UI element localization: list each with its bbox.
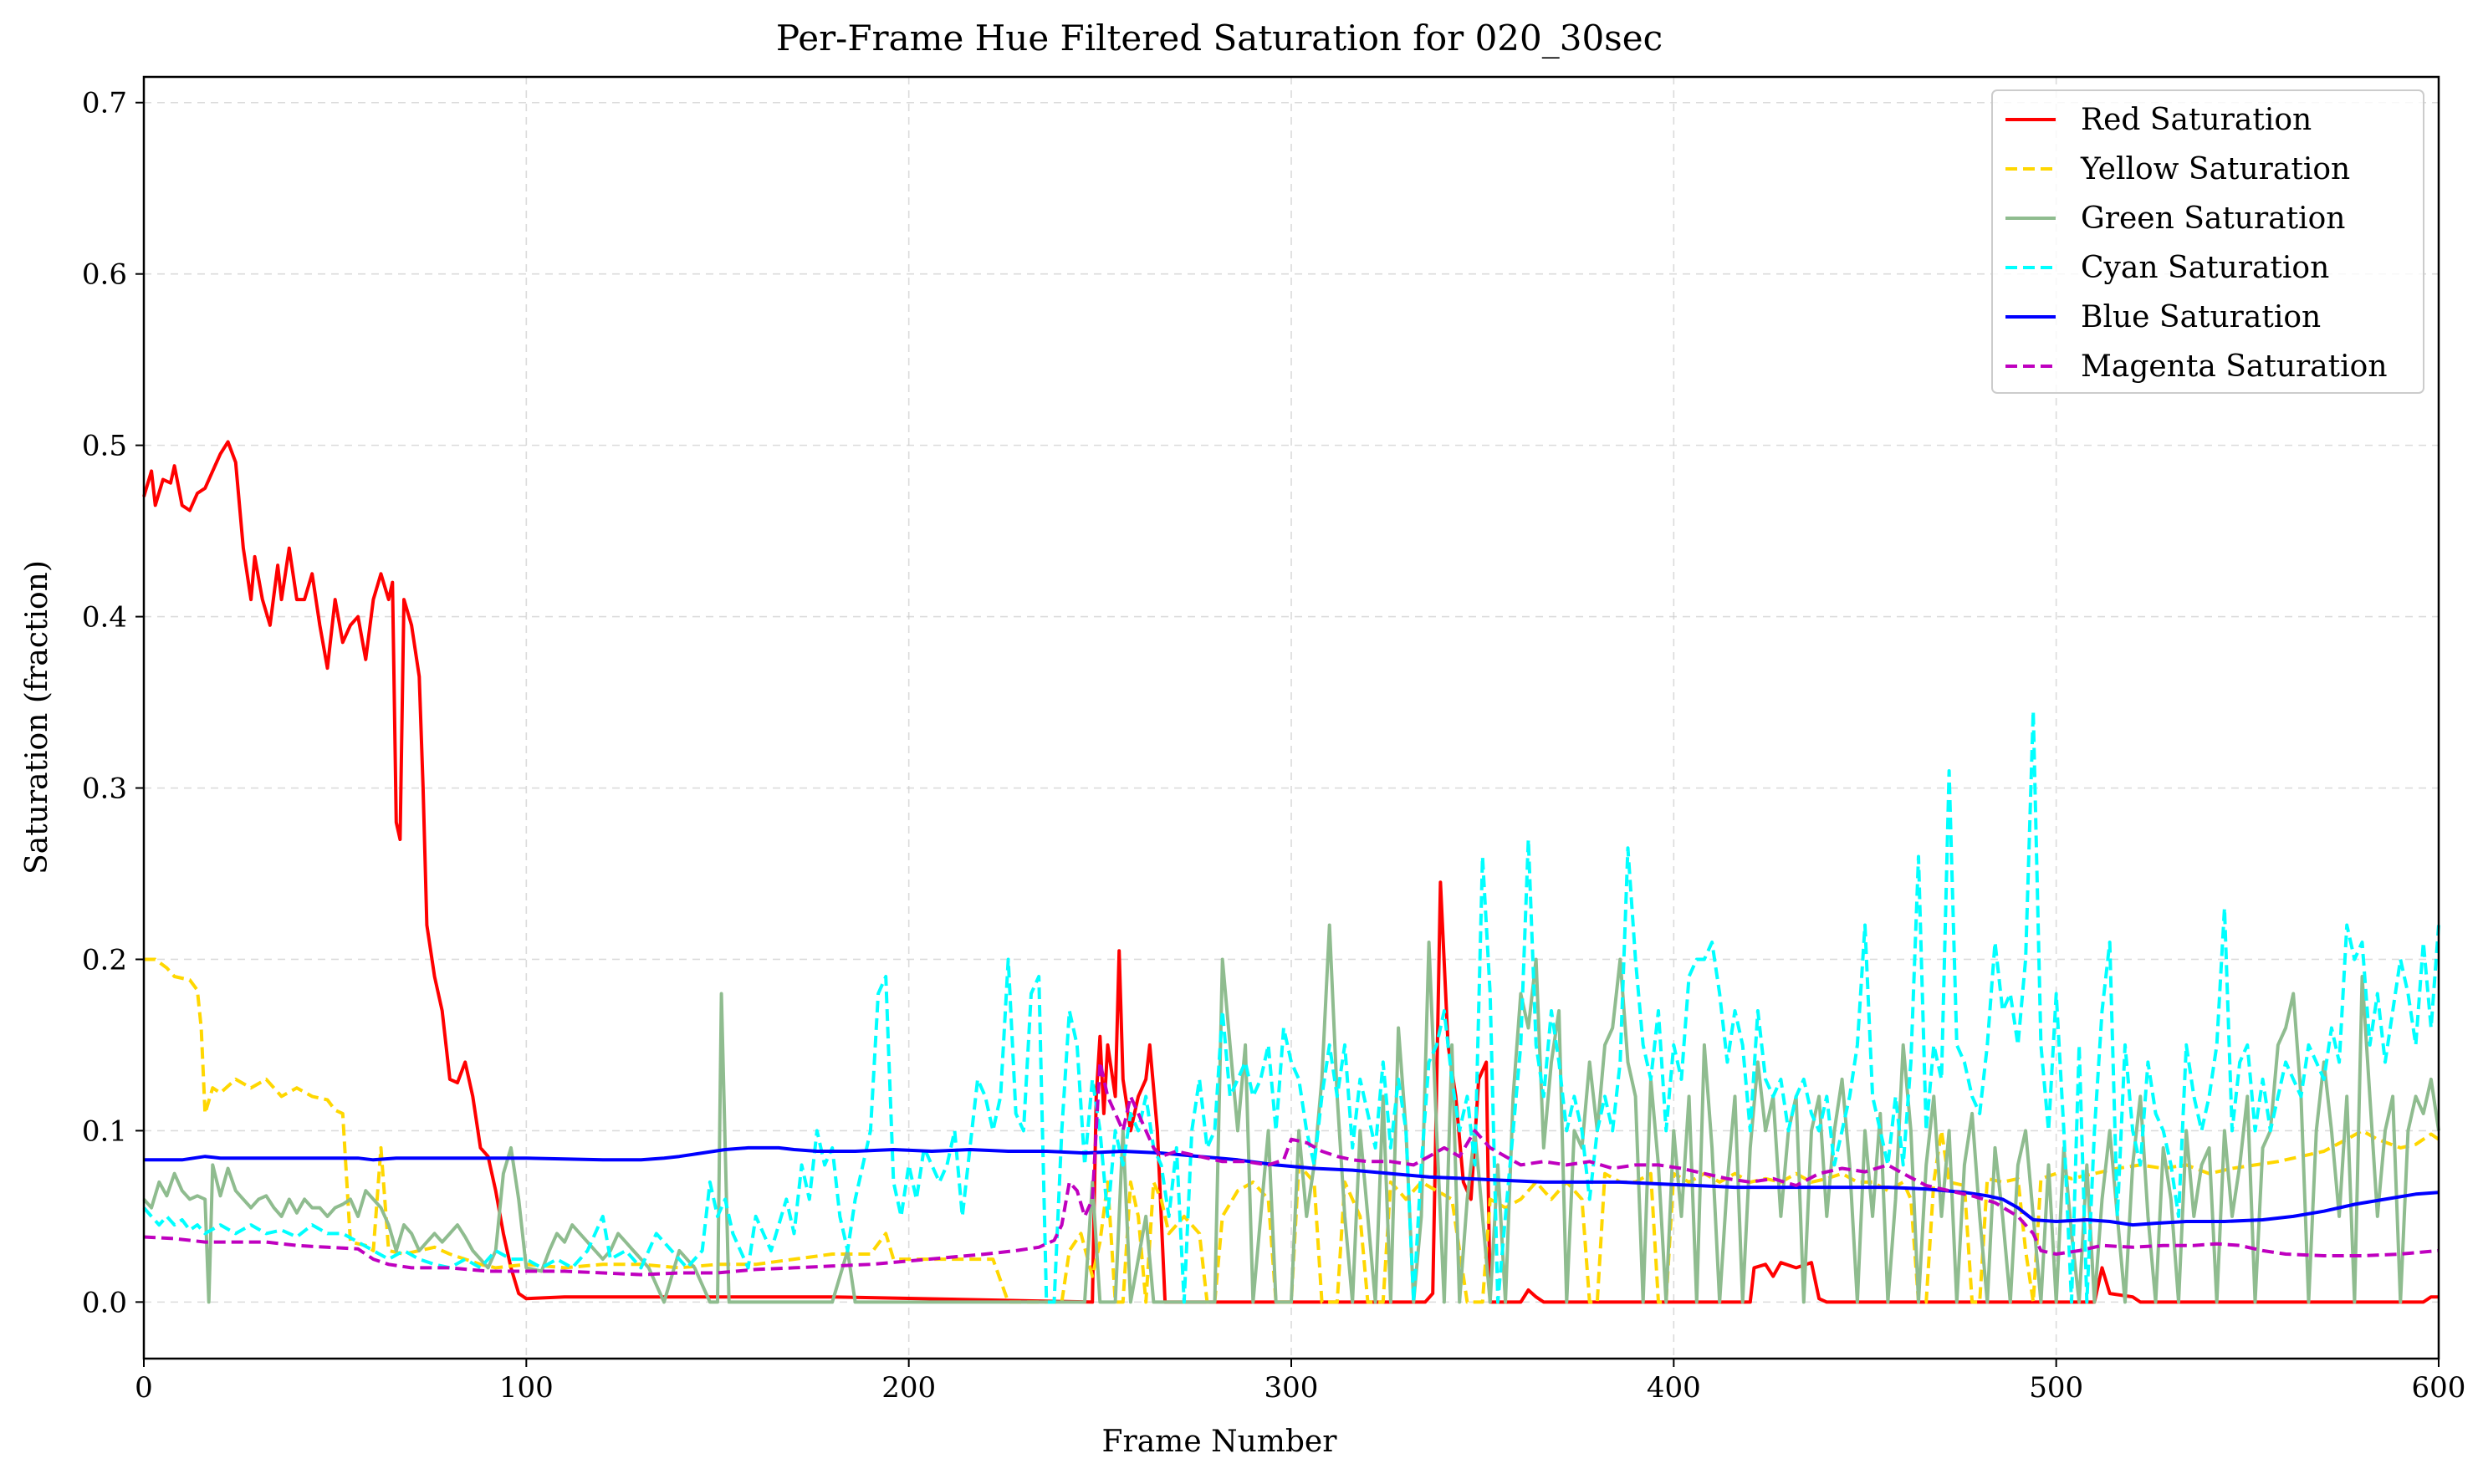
legend-label-red-saturation: Red Saturation [2081, 103, 2312, 137]
y-tick-label: 0.5 [82, 430, 127, 463]
y-tick-label: 0.1 [82, 1114, 127, 1148]
axes: 0 100 200 300 400 500 600 0.0 0.1 0.2 0.3 0.4 0.5 0.6… [82, 87, 2466, 1405]
legend-box [1991, 89, 2424, 394]
x-axis-label: Frame Number [1102, 1425, 1338, 1459]
y-tick-label: 0.3 [82, 773, 127, 806]
cyan-saturation-line [142, 709, 2440, 1304]
legend: Red Saturation Yellow Saturation Green Sat… [1991, 89, 2424, 394]
y-tick-label: 0.0 [82, 1286, 127, 1319]
yellow-saturation-line [144, 957, 2440, 1304]
y-axis-label: Saturation (fraction) [20, 560, 54, 875]
y-tick-label: 0.4 [82, 601, 127, 635]
green-saturation-line [142, 923, 2440, 1304]
legend-label-blue-saturation: Blue Saturation [2081, 300, 2321, 334]
series-group [142, 440, 2440, 1304]
x-tick-label: 500 [2029, 1371, 2083, 1405]
legend-label-yellow-saturation: Yellow Saturation [2080, 152, 2350, 186]
legend-label-cyan-saturation: Cyan Saturation [2081, 251, 2329, 285]
y-tick-label: 0.6 [82, 258, 127, 292]
legend-label-green-saturation: Green Saturation [2081, 201, 2346, 236]
legend-label-magenta-saturation: Magenta Saturation [2081, 349, 2388, 384]
magenta-saturation-line [143, 1060, 2440, 1277]
x-tick-label: 200 [881, 1371, 936, 1405]
y-tick-label: 0.2 [82, 943, 127, 977]
x-tick-label: 400 [1647, 1371, 1701, 1405]
x-tick-label: 300 [1264, 1371, 1319, 1405]
chart-title: Per-Frame Hue Filtered Saturation for 02… [776, 18, 1663, 59]
x-tick-label: 100 [499, 1371, 554, 1405]
x-tick-label: 0 [135, 1371, 153, 1405]
x-tick-label: 600 [2412, 1371, 2466, 1405]
blue-saturation-line [144, 1145, 2440, 1227]
y-tick-label: 0.7 [82, 87, 127, 120]
